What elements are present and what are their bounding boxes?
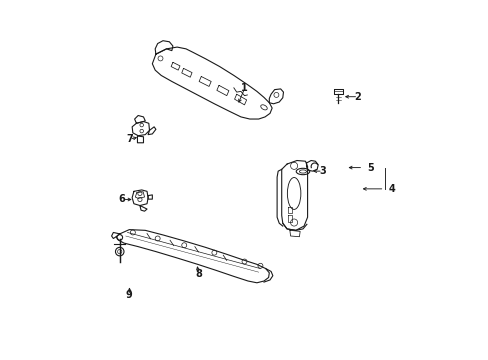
Text: 7: 7: [126, 134, 132, 144]
Text: 3: 3: [319, 166, 325, 176]
Text: 2: 2: [354, 92, 361, 102]
Text: 9: 9: [126, 290, 132, 300]
Text: 5: 5: [366, 163, 373, 172]
Text: 6: 6: [119, 194, 125, 204]
Text: 1: 1: [241, 83, 247, 93]
Text: 4: 4: [387, 184, 394, 194]
Text: 8: 8: [195, 269, 202, 279]
